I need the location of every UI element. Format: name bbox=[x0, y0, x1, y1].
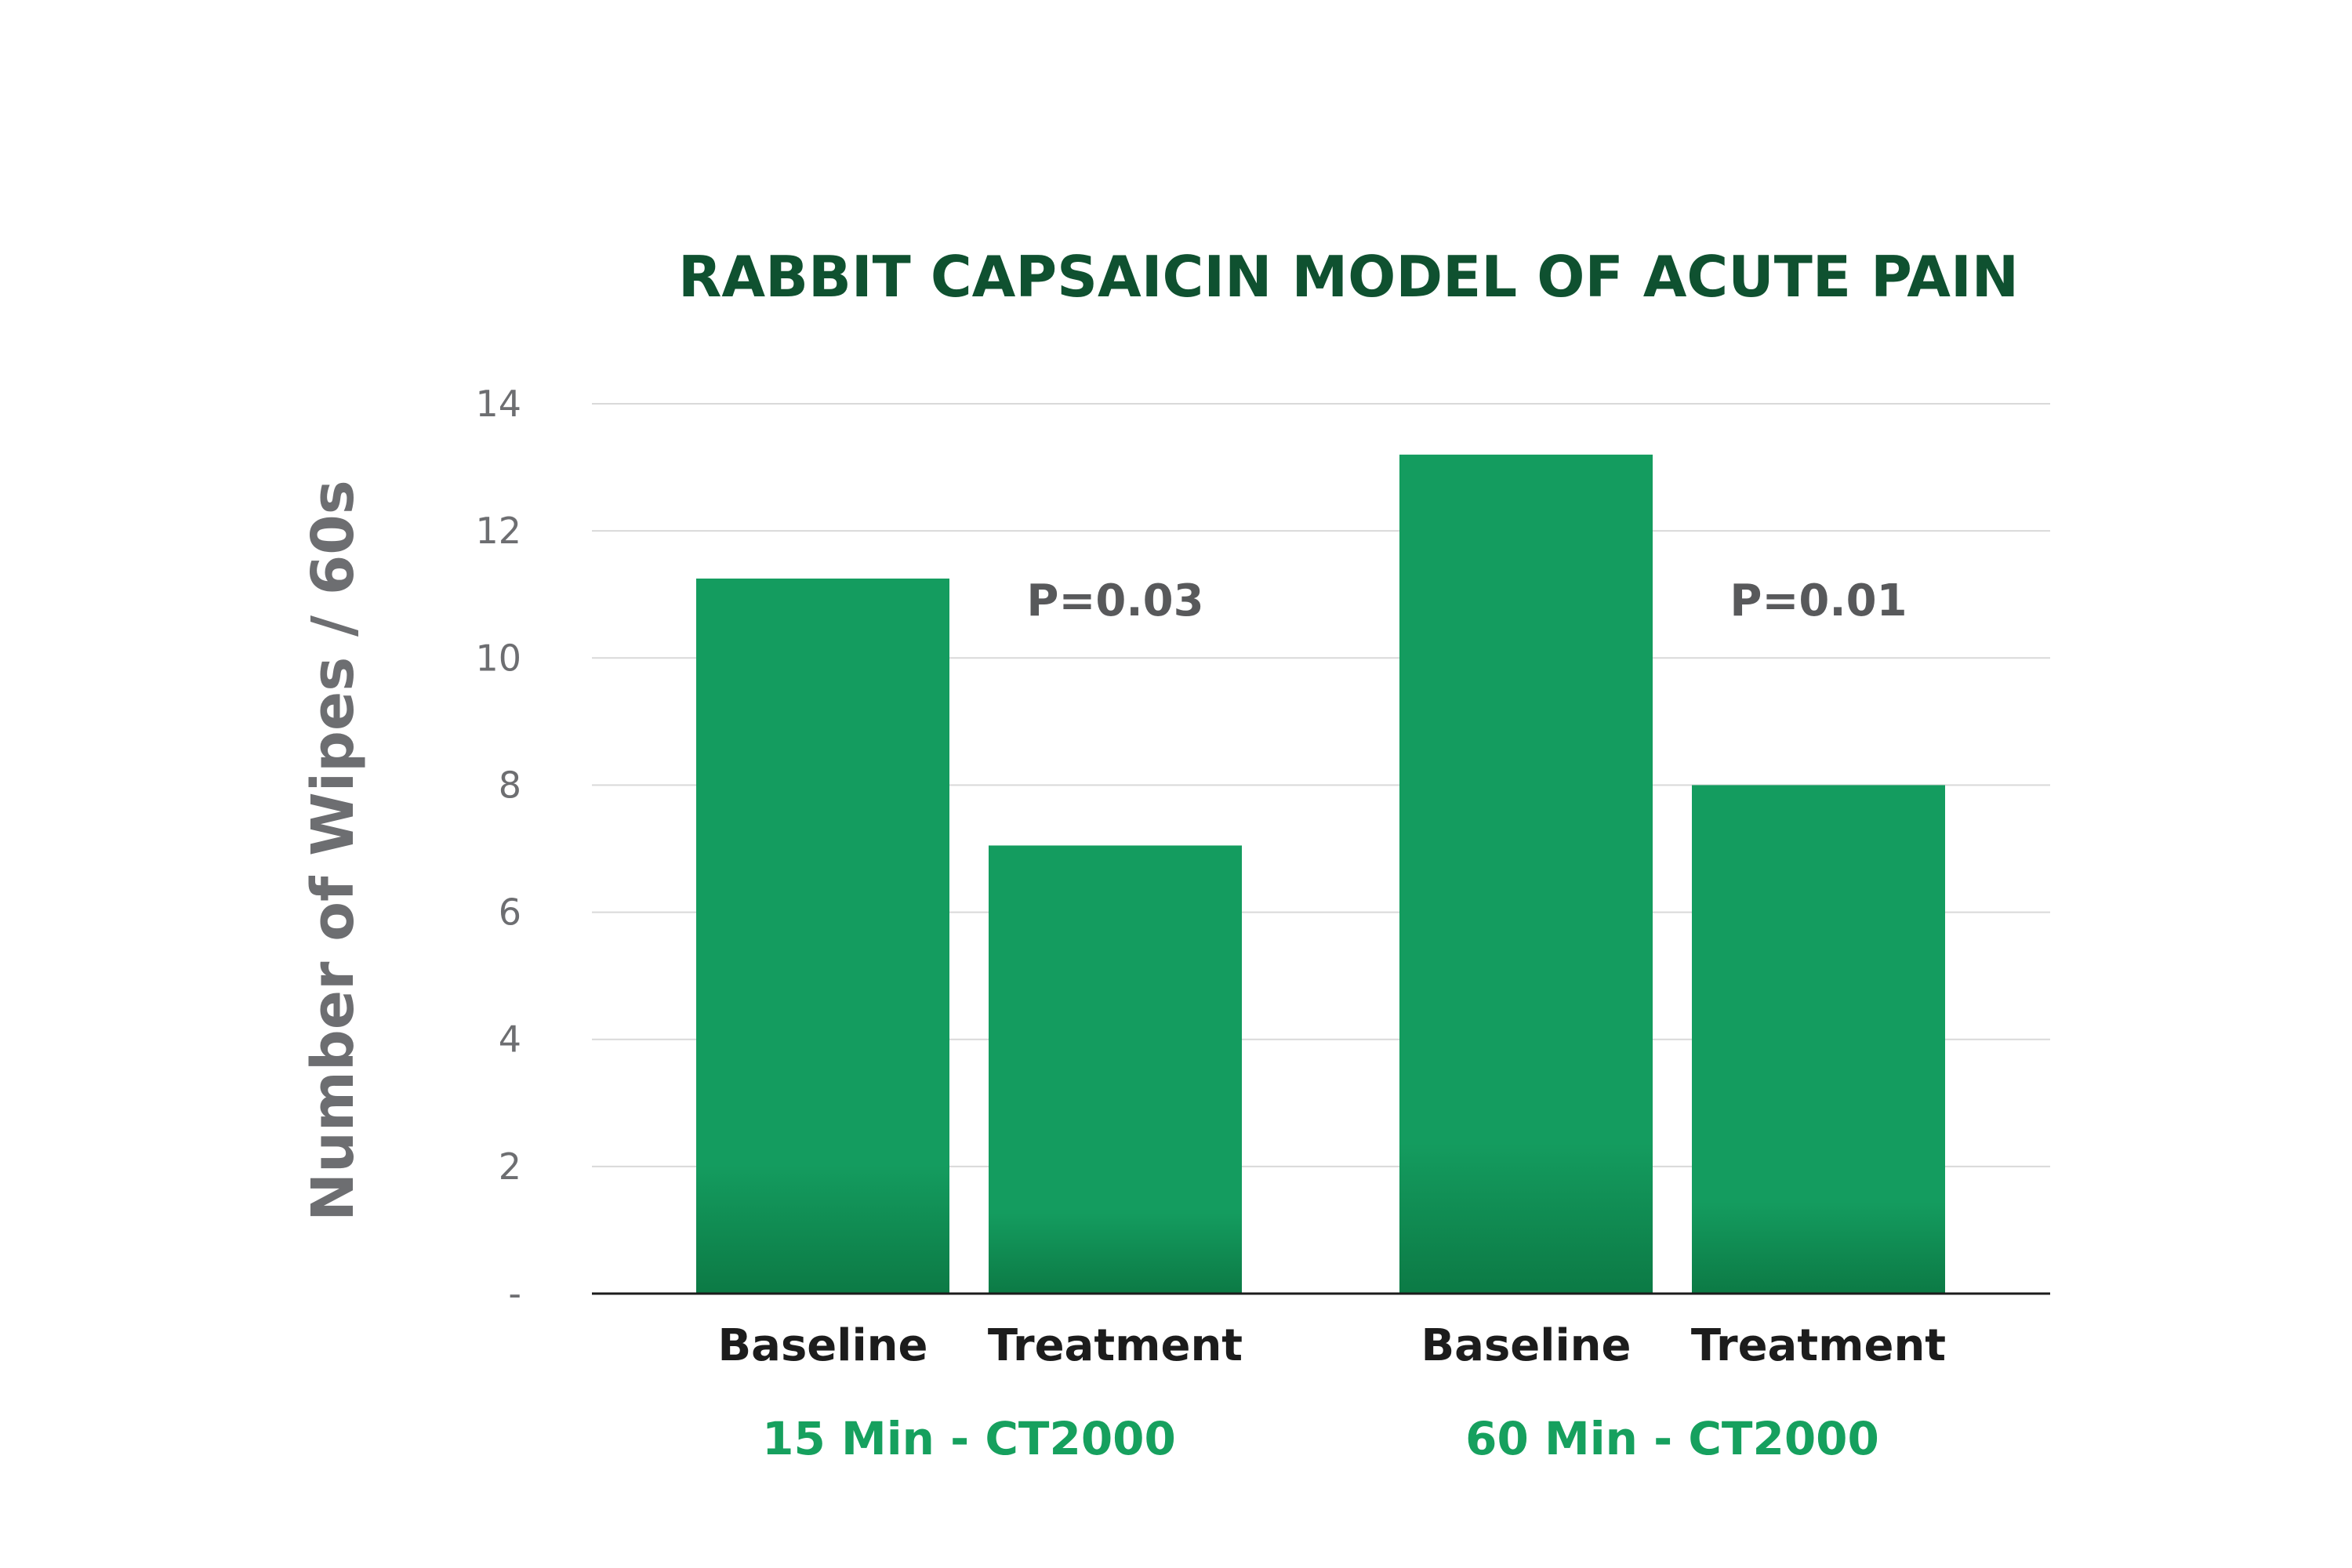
y-tick-label: 10 bbox=[475, 637, 521, 679]
x-group-label: 60 Min - CT2000 bbox=[1465, 1412, 1879, 1465]
y-tick-label: 14 bbox=[475, 383, 521, 425]
x-category-label: Baseline bbox=[1421, 1320, 1631, 1371]
bar-baseline bbox=[696, 578, 949, 1294]
x-category-label: Treatment bbox=[1691, 1320, 1946, 1371]
y-axis-label: Number of Wipes / 60s bbox=[299, 480, 367, 1221]
x-axis-labels: Baseline Treatment 15 Min - CT2000 Baseline… bbox=[717, 1320, 1946, 1465]
y-tick-label: 8 bbox=[499, 764, 521, 806]
y-tick-label: - bbox=[508, 1272, 521, 1315]
annotations: P=0.03 P=0.01 bbox=[1026, 575, 1907, 626]
y-tick-label: 12 bbox=[475, 510, 521, 552]
x-group-label: 15 Min - CT2000 bbox=[762, 1412, 1176, 1465]
bar-treatment bbox=[989, 845, 1242, 1294]
y-tick-label: 6 bbox=[499, 891, 521, 934]
y-axis-ticks: - 2 4 6 8 10 12 14 bbox=[475, 383, 521, 1315]
y-tick-label: 2 bbox=[499, 1145, 521, 1188]
bar-baseline bbox=[1399, 454, 1653, 1294]
bar-treatment bbox=[1692, 785, 1945, 1294]
p-value-annotation: P=0.03 bbox=[1026, 575, 1203, 626]
x-category-label: Baseline bbox=[717, 1320, 927, 1371]
p-value-annotation: P=0.01 bbox=[1730, 575, 1907, 626]
y-tick-label: 4 bbox=[499, 1018, 521, 1061]
x-category-label: Treatment bbox=[988, 1320, 1243, 1371]
bars bbox=[696, 454, 1945, 1294]
chart-title: RABBIT CAPSAICIN MODEL OF ACUTE PAIN bbox=[678, 244, 2019, 310]
